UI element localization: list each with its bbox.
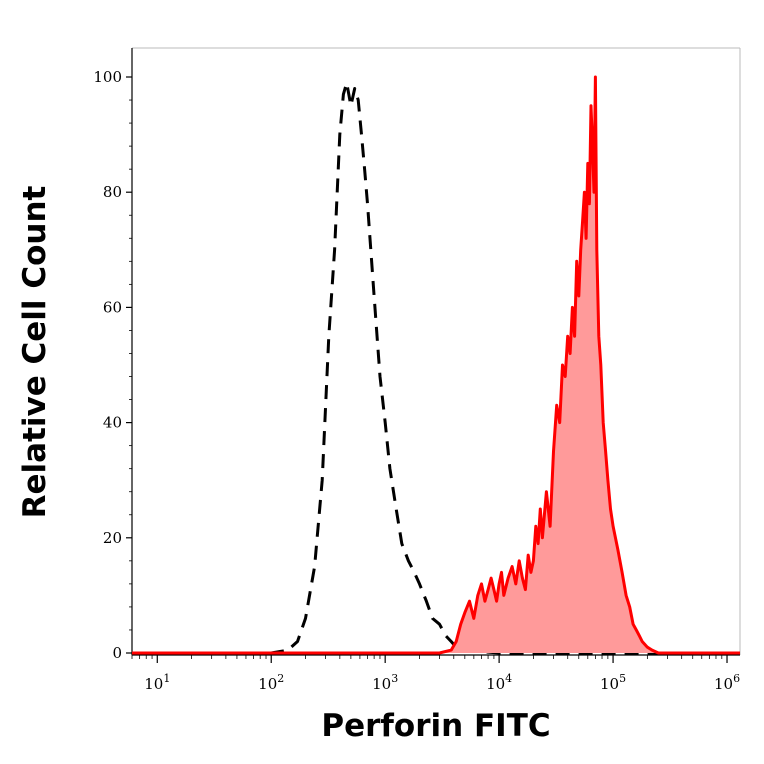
y-axis-ticks: 0 20 40 60 80 100 [93, 68, 132, 662]
y-tick-label: 20 [103, 529, 122, 547]
y-tick-label: 0 [112, 644, 122, 662]
series-1-area [132, 77, 740, 653]
x-tick-label: 104 [486, 672, 512, 693]
x-tick-label: 101 [144, 672, 170, 693]
series-0-line [132, 81, 740, 655]
plot-frame [131, 47, 741, 656]
series-1-line [132, 75, 740, 655]
x-axis-title: Perforin FITC [321, 708, 550, 744]
x-tick-label: 105 [600, 672, 626, 693]
series-layer [132, 75, 740, 655]
y-tick-label: 60 [103, 298, 122, 316]
y-tick-label: 40 [103, 414, 122, 432]
y-tick-label: 80 [103, 183, 122, 201]
x-tick-label: 103 [372, 672, 398, 693]
y-tick-label: 100 [93, 68, 122, 86]
x-tick-label: 106 [714, 672, 740, 693]
x-axis-ticks: 101 102 103 104 105 106 [131, 655, 740, 693]
x-tick-label: 102 [258, 672, 284, 693]
y-axis-title: Relative Cell Count [17, 185, 53, 518]
